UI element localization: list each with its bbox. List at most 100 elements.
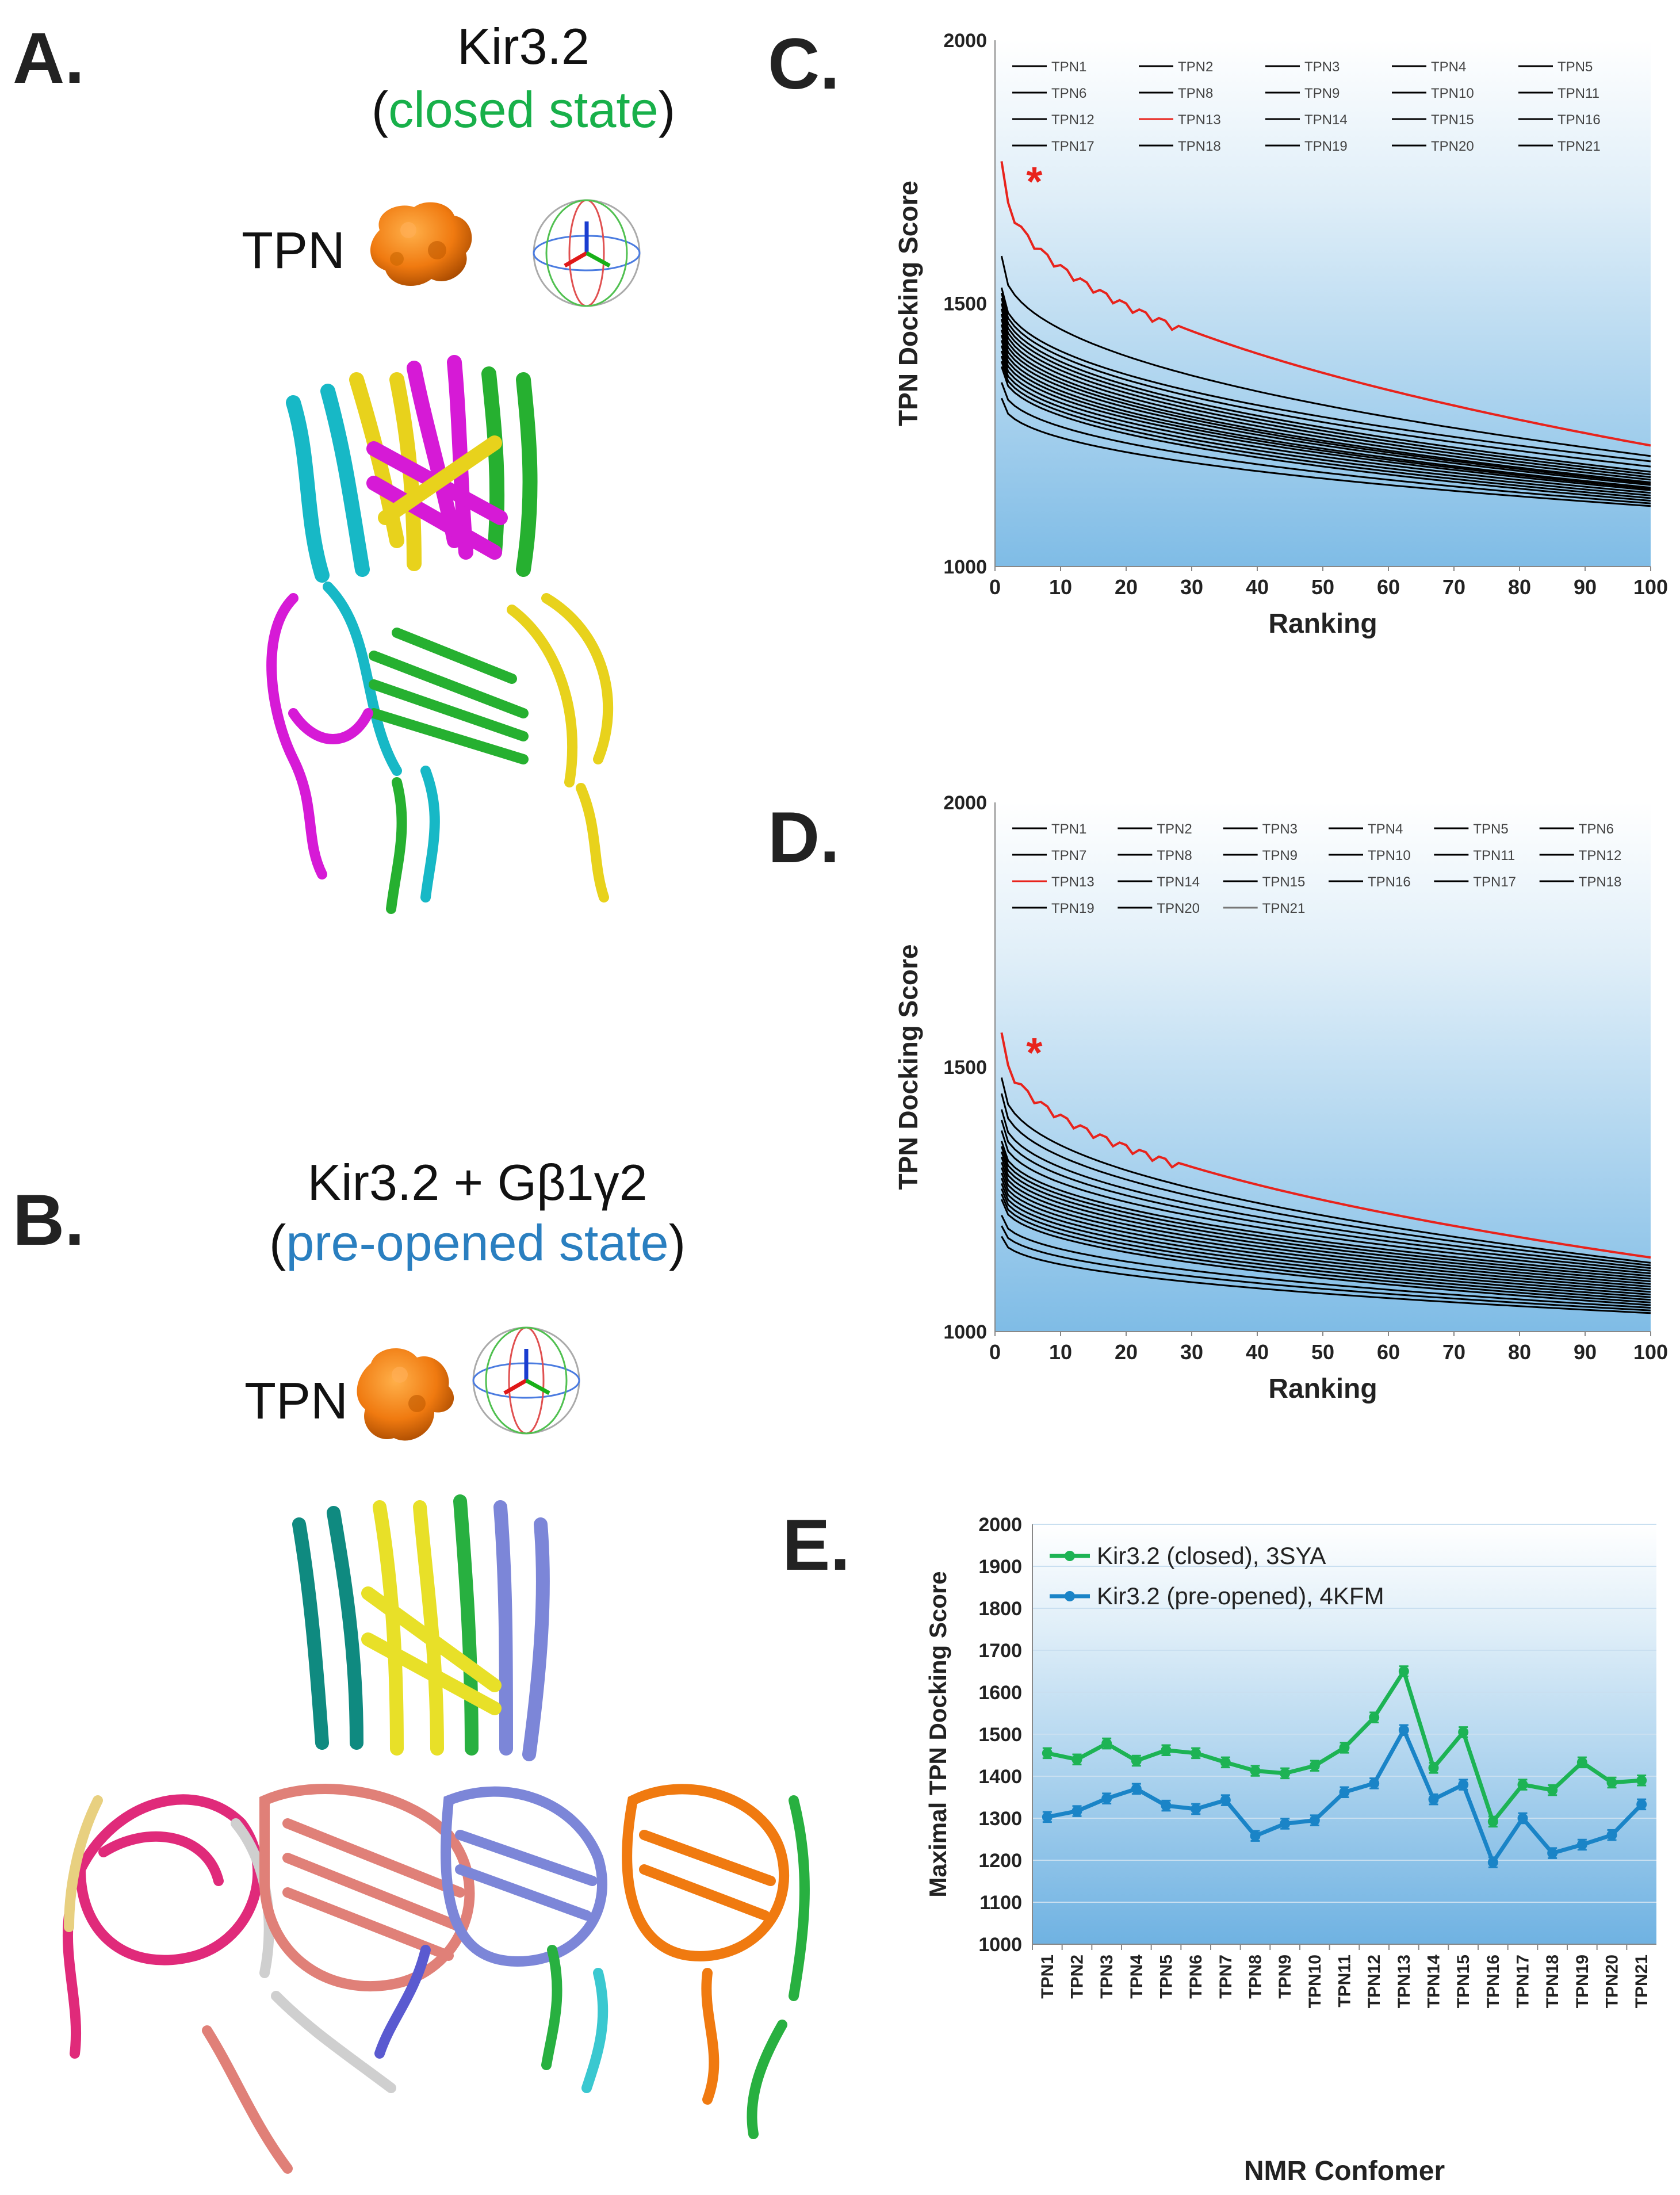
chart-e-point-preopened <box>1428 1794 1439 1805</box>
chart-c-series-line <box>1000 340 1651 490</box>
chart-d-highlight-asterisk: * <box>1026 1030 1042 1076</box>
chart-c-x-tick-label: 0 <box>989 575 1001 599</box>
chart-d-x-tick-label: 30 <box>1180 1340 1203 1364</box>
chart-c-legend-label: TPN17 <box>1051 139 1095 154</box>
chart-d-legend-label: TPN4 <box>1368 821 1403 837</box>
chart-e-y-tick-label: 1800 <box>978 1598 1022 1620</box>
chart-e-point-closed <box>1339 1742 1350 1753</box>
chart-c-x-tick-label: 70 <box>1442 575 1465 599</box>
chart-d-legend-label: TPN19 <box>1051 901 1095 916</box>
chart-e-x-tick-label: TPN9 <box>1276 1955 1295 1999</box>
chart-e-point-closed <box>1369 1712 1380 1723</box>
chart-e-point-preopened <box>1547 1848 1558 1859</box>
panel-e-letter: E. <box>782 1505 851 1585</box>
axis-orientation-gizmo-a <box>533 199 641 307</box>
chart-e-point-closed <box>1636 1775 1647 1786</box>
chart-e-point-preopened <box>1576 1839 1587 1850</box>
chart-e-y-axis-title: Maximal TPN Docking Score <box>924 1571 951 1897</box>
kir32-gbetagamma-preopened-structure-image <box>62 1494 810 2174</box>
chart-e-point-preopened <box>1606 1830 1617 1841</box>
chart-e-x-tick-label: TPN21 <box>1632 1955 1651 2008</box>
chart-e-x-tick-label: TPN15 <box>1454 1955 1473 2008</box>
chart-e-x-tick-label: TPN14 <box>1425 1955 1444 2009</box>
chart-e-x-tick-label: TPN11 <box>1335 1955 1354 2007</box>
chart-c-x-tick-label: 100 <box>1633 575 1668 599</box>
chart-d-series-line <box>1001 1194 1651 1303</box>
chart-e-y-tick-label: 1500 <box>978 1724 1022 1746</box>
chart-e-point-closed <box>1606 1777 1617 1788</box>
chart-e-y-tick-label: 1700 <box>978 1640 1022 1662</box>
chart-c-y-axis-title: TPN Docking Score <box>893 181 923 426</box>
chart-e-point-preopened <box>1161 1800 1172 1811</box>
chart-c-legend-label: TPN2 <box>1178 59 1213 75</box>
panel-a-subtitle: (closed state) <box>253 81 794 139</box>
chart-e-point-preopened <box>1339 1787 1350 1798</box>
chart-d-x-tick-label: 20 <box>1115 1340 1138 1364</box>
panel-b-subtitle: (pre-opened state) <box>138 1214 817 1272</box>
chart-d-y-tick-label: 1000 <box>943 1321 987 1343</box>
chart-c-x-tick-label: 20 <box>1115 575 1138 599</box>
chart-c-series-line <box>1000 313 1651 481</box>
chart-e-legend-marker-preopened <box>1065 1591 1075 1601</box>
chart-c-legend-label: TPN9 <box>1304 86 1340 101</box>
chart-d-legend-label: TPN18 <box>1579 874 1622 890</box>
chart-d-docking-score-preopened: 1000 1500 2000 0 10 20 30 40 50 60 70 80 90 100 Rankin… <box>893 792 1668 1404</box>
chart-d-series-line <box>1000 1146 1651 1280</box>
chart-e-x-tick-label: TPN20 <box>1603 1955 1622 2008</box>
chart-e-point-preopened <box>1458 1779 1469 1790</box>
chart-d-y-tick-label: 1500 <box>943 1057 987 1079</box>
panel-b-letter: B. <box>13 1180 85 1260</box>
chart-d-series-line <box>1000 1109 1651 1269</box>
panel-a-letter: A. <box>13 18 85 98</box>
chart-d-legend-label: TPN11 <box>1473 848 1515 863</box>
chart-e-x-tick-label: TPN3 <box>1097 1955 1116 1999</box>
tpn-molecule-surface-a <box>370 202 472 286</box>
chart-e-legend-label-preopened: Kir3.2 (pre-opened), 4KFM <box>1097 1582 1384 1609</box>
panel-b-title: Kir3.2 + Gβ1γ2 <box>307 1154 648 1211</box>
chart-c-series-line <box>1000 334 1651 489</box>
chart-d-legend-label: TPN14 <box>1157 874 1200 890</box>
chart-e-point-preopened <box>1398 1724 1409 1735</box>
panel-d-letter: D. <box>768 798 840 878</box>
chart-c-y-tick-label: 2000 <box>943 30 987 52</box>
chart-d-series-line <box>1000 1130 1651 1275</box>
chart-e-point-closed <box>1458 1727 1469 1738</box>
chart-d-legend-label: TPN5 <box>1473 821 1508 837</box>
panel-a-paren-open: ( <box>371 81 389 138</box>
chart-e-point-closed <box>1250 1765 1261 1776</box>
chart-e-y-tick-label: 1300 <box>978 1808 1022 1830</box>
chart-c-series-line-highlight <box>1000 161 1651 447</box>
chart-c-series-line <box>1000 287 1651 462</box>
chart-d-legend-label: TPN8 <box>1157 848 1192 863</box>
chart-d-x-tick-label: 60 <box>1377 1340 1400 1364</box>
chart-e-point-preopened <box>1220 1795 1231 1806</box>
chart-c-legend-label: TPN4 <box>1431 59 1466 75</box>
chart-e-x-tick-label: TPN8 <box>1246 1955 1265 1999</box>
chart-c-legend-label: TPN14 <box>1304 112 1348 128</box>
chart-e-maximal-docking-score: 1000 1100 1200 1300 1400 1500 1600 1700 1800 1900… <box>924 1514 1656 2186</box>
chart-e-x-tick-label: TPN4 <box>1127 1955 1146 1999</box>
chart-c-legend-label: TPN19 <box>1304 139 1348 154</box>
chart-c-series-line <box>1000 345 1651 491</box>
chart-e-x-tick-label: TPN5 <box>1157 1955 1176 1999</box>
chart-d-legend-label: TPN20 <box>1157 901 1200 916</box>
chart-e-point-preopened <box>1517 1813 1528 1823</box>
chart-c-series-line <box>1000 297 1651 473</box>
chart-e-point-preopened <box>1280 1818 1291 1829</box>
chart-d-series-line <box>1000 1167 1651 1290</box>
chart-d-legend-label: TPN16 <box>1368 874 1411 890</box>
chart-c-legend-label: TPN20 <box>1431 139 1474 154</box>
chart-d-series-line <box>1000 1093 1651 1267</box>
chart-c-legend-label: TPN21 <box>1557 139 1601 154</box>
panel-b-state: pre-opened state <box>286 1214 669 1271</box>
chart-e-point-closed <box>1220 1757 1231 1768</box>
chart-d-series-line-highlight <box>1000 1032 1651 1259</box>
chart-c-legend-label: TPN6 <box>1051 86 1086 101</box>
chart-d-series-line <box>1000 1151 1651 1283</box>
chart-d-x-tick-label: 50 <box>1311 1340 1334 1364</box>
chart-d-series-line <box>1000 1172 1651 1293</box>
chart-e-y-tick-label: 1000 <box>978 1934 1022 1956</box>
chart-e-y-tick-label: 1400 <box>978 1766 1022 1788</box>
chart-c-legend-label: TPN5 <box>1557 59 1593 75</box>
chart-d-legend-label: TPN12 <box>1579 848 1622 863</box>
